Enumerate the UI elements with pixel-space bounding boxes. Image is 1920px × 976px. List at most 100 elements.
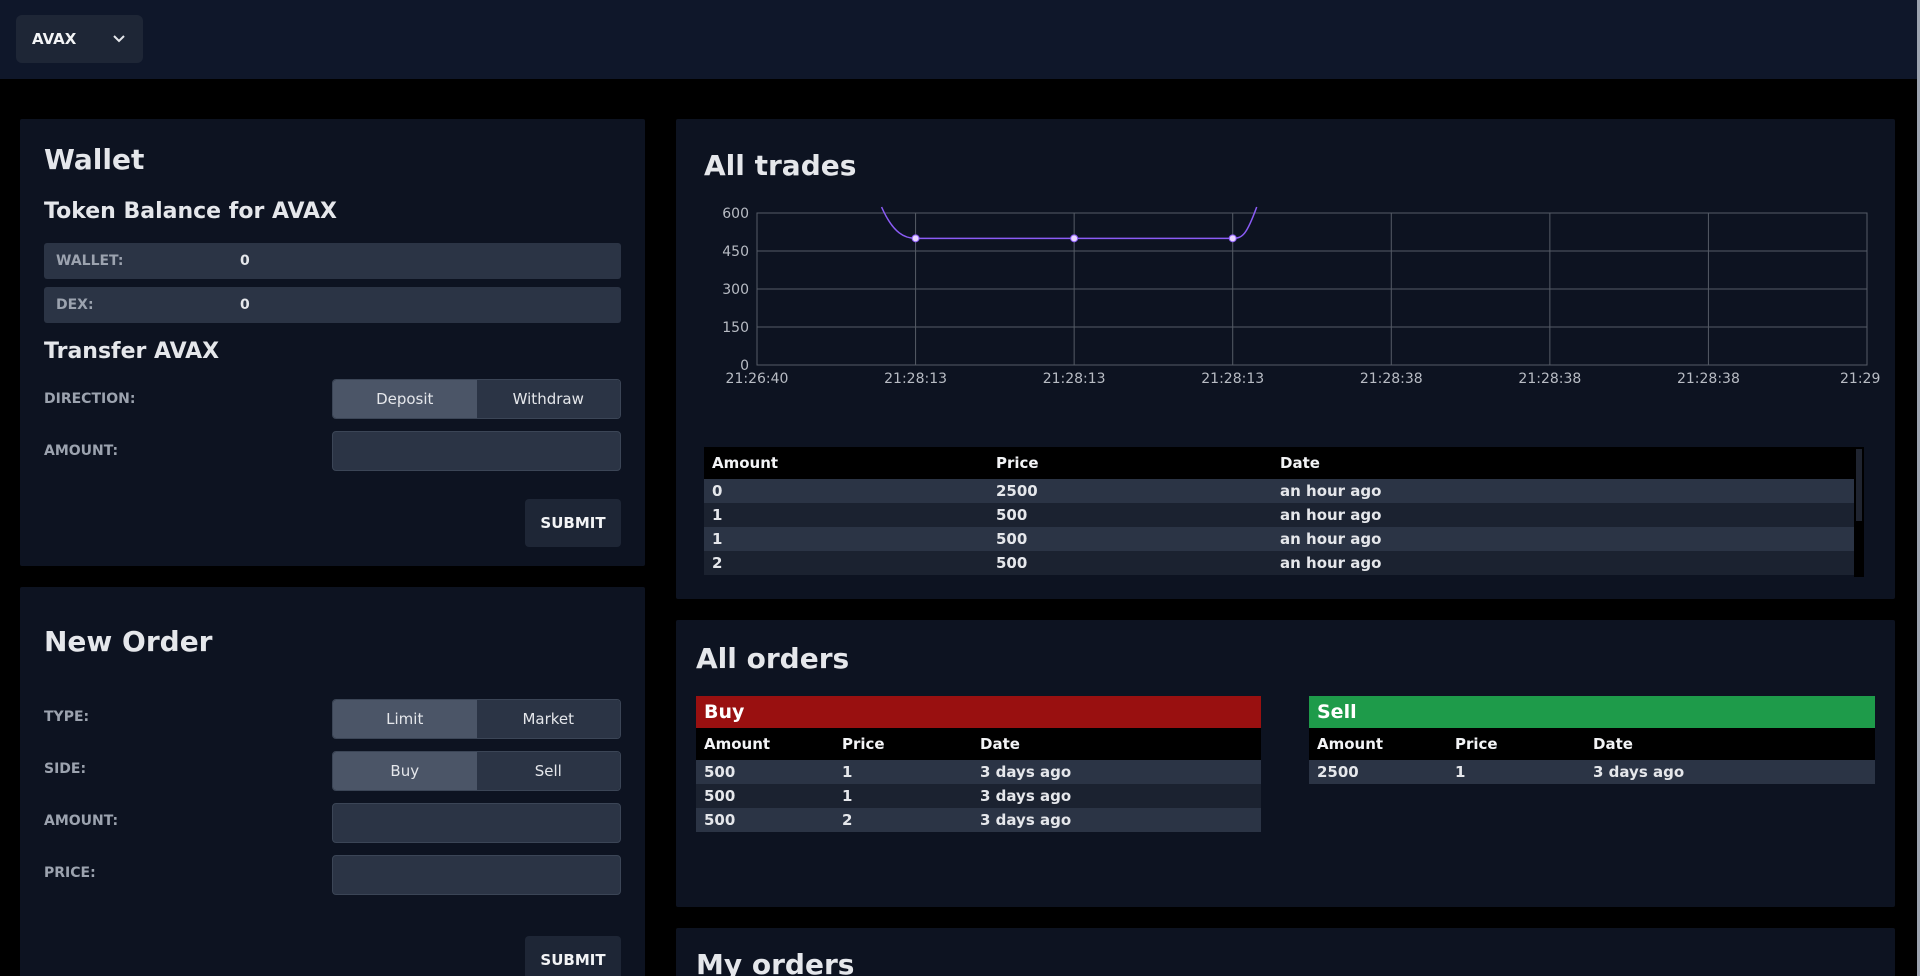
buy-option[interactable]: Buy (333, 752, 477, 790)
chart-y-tick-label: 600 (722, 206, 749, 222)
order-price-input[interactable] (332, 855, 621, 895)
dex-balance-value: 0 (240, 297, 250, 313)
trade-amount: 1 (704, 527, 988, 551)
order-submit-button[interactable]: SUBMIT (525, 936, 621, 976)
chart-data-point (1228, 234, 1237, 243)
order-amount-input[interactable] (332, 803, 621, 843)
trades-col-amount: Amount (704, 447, 988, 479)
trades-col-date: Date (1272, 447, 1854, 479)
buy-order-amount: 500 (696, 808, 834, 832)
trades-scroll-thumb[interactable] (1856, 449, 1862, 521)
new-order-panel: New Order TYPE: Limit Market SIDE: Buy S… (20, 587, 645, 976)
chart-x-tick-label: 21:28:13 (884, 371, 947, 387)
trade-date: an hour ago (1272, 527, 1854, 551)
sell-order-date: 3 days ago (1585, 760, 1875, 784)
wallet-balance-row: WALLET: 0 (44, 243, 621, 279)
buy-order-row[interactable]: 500 1 3 days ago (696, 784, 1261, 808)
trade-row: 1 500 an hour ago (704, 527, 1854, 551)
chart-x-tick-label: 21:28:38 (1360, 371, 1423, 387)
all-orders-panel: All orders Buy Amount Price Date 500 1 3… (676, 620, 1895, 907)
sell-col-date: Date (1585, 728, 1875, 760)
chart-y-tick-label: 450 (722, 244, 749, 260)
all-trades-title: All trades (704, 149, 857, 182)
order-side-toggle: Buy Sell (332, 751, 621, 791)
order-type-label: TYPE: (44, 709, 90, 725)
buy-order-amount: 500 (696, 784, 834, 808)
trade-amount: 0 (704, 479, 988, 503)
buy-col-amount: Amount (696, 728, 834, 760)
transfer-amount-label: AMOUNT: (44, 443, 119, 459)
token-select-label: AVAX (32, 30, 77, 48)
buy-order-date: 3 days ago (972, 760, 1261, 784)
order-type-toggle: Limit Market (332, 699, 621, 739)
order-side-label: SIDE: (44, 761, 87, 777)
chevron-down-icon (113, 35, 125, 43)
order-amount-label: AMOUNT: (44, 813, 119, 829)
trade-price: 2500 (988, 479, 1272, 503)
buy-order-date: 3 days ago (972, 808, 1261, 832)
dex-balance-label: DEX: (56, 297, 94, 313)
buy-order-price: 1 (834, 760, 972, 784)
chart-series-line (880, 206, 1258, 240)
all-orders-title: All orders (696, 642, 850, 675)
buy-order-date: 3 days ago (972, 784, 1261, 808)
trades-table: Amount Price Date 0 2500 an hour ago 1 5… (704, 447, 1854, 575)
trades-table-scrollbar[interactable] (1854, 447, 1864, 577)
buy-header-row: Amount Price Date (696, 728, 1261, 760)
trade-price: 500 (988, 527, 1272, 551)
withdraw-option[interactable]: Withdraw (476, 380, 620, 418)
trade-date: an hour ago (1272, 503, 1854, 527)
sell-orders-table: Amount Price Date 2500 1 3 days ago (1309, 728, 1875, 784)
trade-price: 500 (988, 503, 1272, 527)
page-scrollbar[interactable] (1917, 0, 1920, 976)
chart-x-tick-label: 21:28:13 (1043, 371, 1106, 387)
buy-order-price: 1 (834, 784, 972, 808)
trade-row: 0 2500 an hour ago (704, 479, 1854, 503)
trade-amount: 2 (704, 551, 988, 575)
direction-label: DIRECTION: (44, 391, 136, 407)
chart-y-tick-label: 0 (740, 358, 749, 374)
sell-order-amount: 2500 (1309, 760, 1447, 784)
market-option[interactable]: Market (476, 700, 620, 738)
chart-x-tick-label: 21:28:13 (1201, 371, 1264, 387)
chart-x-tick-label: 21:29:7 (1840, 371, 1882, 387)
token-balance-heading: Token Balance for AVAX (44, 199, 338, 224)
my-orders-title: My orders (696, 948, 855, 976)
transfer-heading: Transfer AVAX (44, 339, 220, 364)
limit-option[interactable]: Limit (333, 700, 477, 738)
buy-orders-table: Amount Price Date 500 1 3 days ago 500 1… (696, 728, 1261, 832)
sell-option[interactable]: Sell (476, 752, 620, 790)
sell-order-price: 1 (1447, 760, 1585, 784)
chart-data-point (1070, 234, 1079, 243)
chart-y-tick-label: 300 (722, 282, 749, 298)
chart-y-tick-label: 150 (722, 320, 749, 336)
transfer-amount-input[interactable] (332, 431, 621, 471)
buy-col-price: Price (834, 728, 972, 760)
trade-row: 1 500 an hour ago (704, 503, 1854, 527)
trades-header-row: Amount Price Date (704, 447, 1854, 479)
trade-date: an hour ago (1272, 551, 1854, 575)
new-order-title: New Order (44, 625, 213, 658)
trades-chart: 0 150 300 450 600 21:26:40 21:28:13 21:28:13 21:… (722, 206, 1882, 387)
transfer-submit-button[interactable]: SUBMIT (525, 499, 621, 547)
wallet-balance-value: 0 (240, 253, 250, 269)
my-orders-panel: My orders (676, 928, 1895, 976)
sell-col-amount: Amount (1309, 728, 1447, 760)
chart-data-point (911, 234, 920, 243)
buy-order-row[interactable]: 500 1 3 days ago (696, 760, 1261, 784)
buy-order-price: 2 (834, 808, 972, 832)
wallet-panel: Wallet Token Balance for AVAX WALLET: 0 … (20, 119, 645, 566)
chart-x-tick-label: 21:28:38 (1677, 371, 1740, 387)
deposit-option[interactable]: Deposit (333, 380, 477, 418)
buy-order-amount: 500 (696, 760, 834, 784)
wallet-title: Wallet (44, 143, 145, 176)
buy-order-row[interactable]: 500 2 3 days ago (696, 808, 1261, 832)
trades-col-price: Price (988, 447, 1272, 479)
dex-balance-row: DEX: 0 (44, 287, 621, 323)
sell-order-row[interactable]: 2500 1 3 days ago (1309, 760, 1875, 784)
trade-row: 2 500 an hour ago (704, 551, 1854, 575)
sell-orders-header: Sell (1309, 696, 1875, 728)
token-select[interactable]: AVAX (16, 15, 143, 63)
order-price-label: PRICE: (44, 865, 96, 881)
direction-toggle: Deposit Withdraw (332, 379, 621, 419)
